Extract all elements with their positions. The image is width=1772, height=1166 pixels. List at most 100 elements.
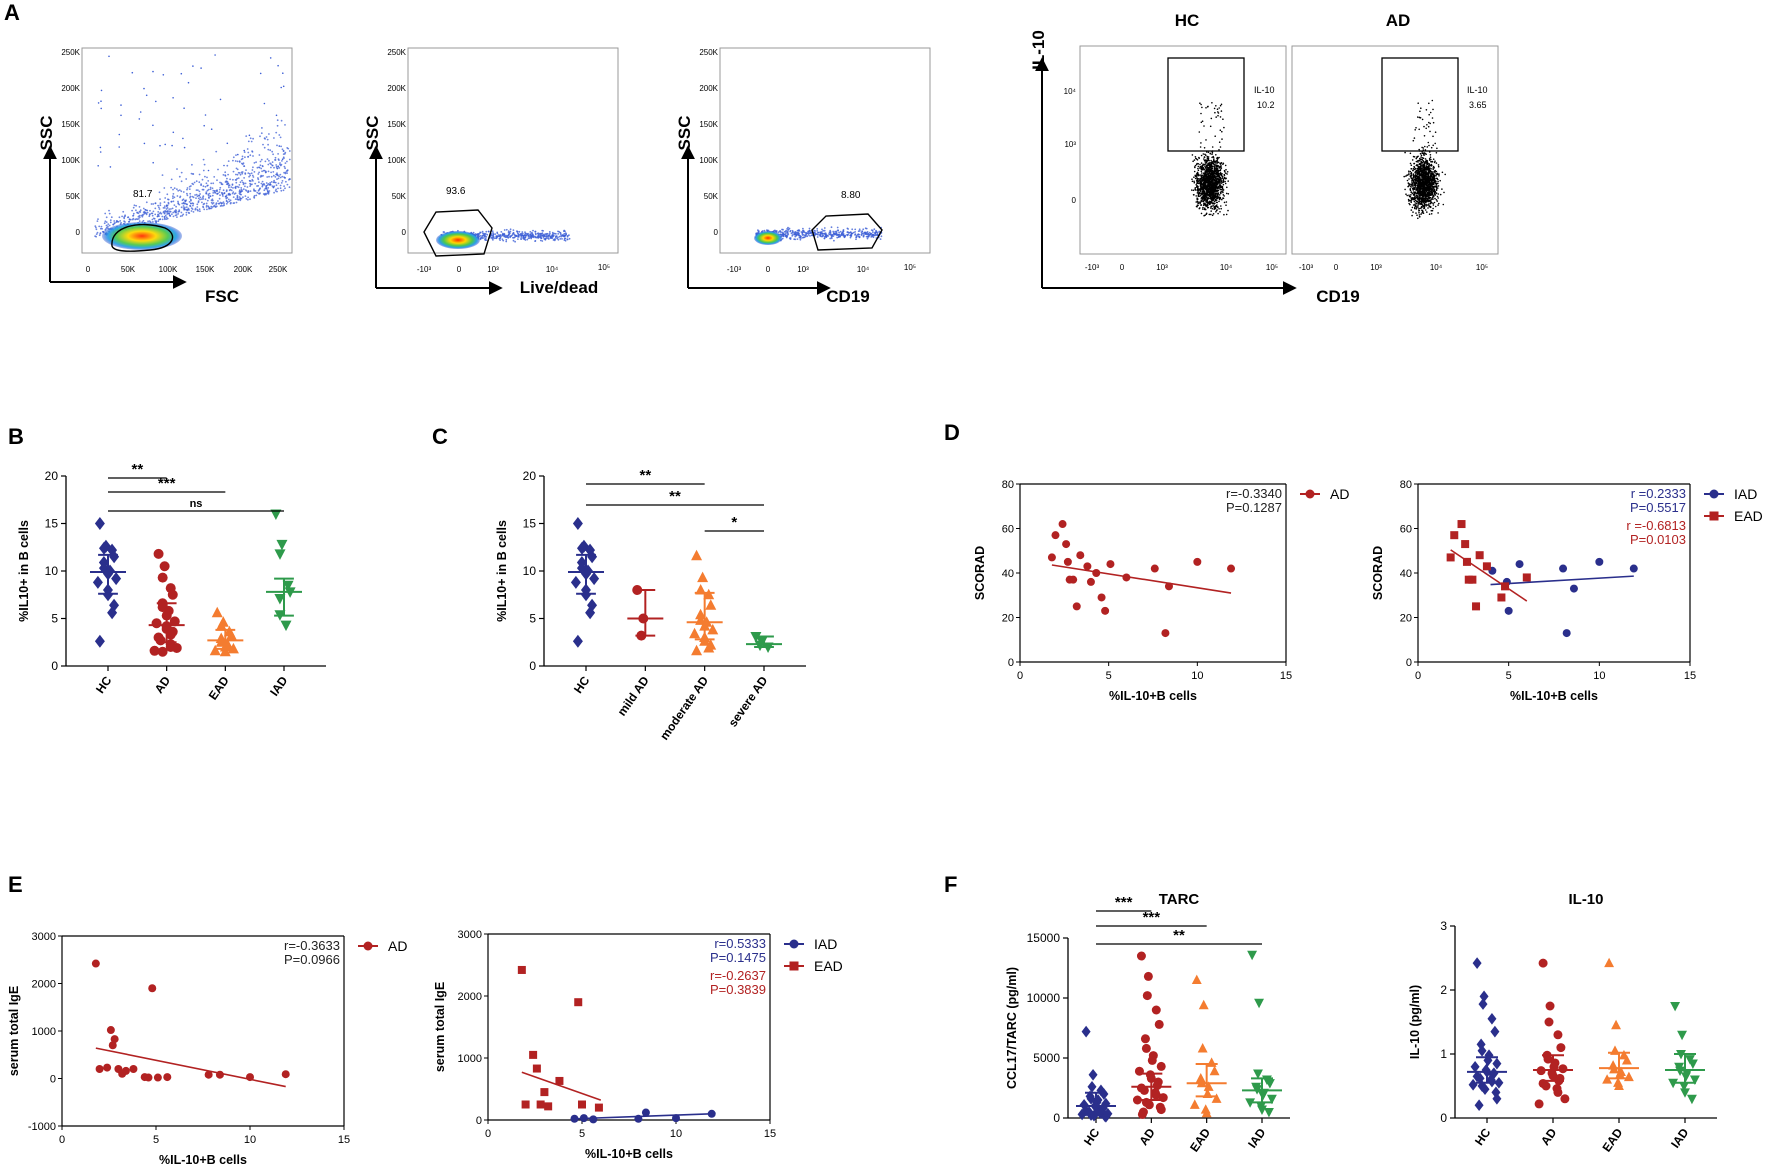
y-tick-label: 20 <box>1002 613 1014 625</box>
data-point <box>280 620 292 632</box>
y-tick-label: 2000 <box>458 991 482 1003</box>
data-point <box>1595 557 1604 566</box>
axis-label-fsc: FSC <box>205 287 239 306</box>
y-axis-label: serum total IgE <box>7 986 21 1076</box>
x-tick-label: 0 <box>1017 670 1023 682</box>
x-tick-label: 5 <box>1506 670 1512 682</box>
data-point <box>157 646 168 657</box>
svg-text:10³: 10³ <box>487 265 499 274</box>
data-point <box>1623 1071 1634 1082</box>
data-point <box>1245 1098 1256 1108</box>
svg-text:-10³: -10³ <box>727 265 742 274</box>
data-point <box>1487 1012 1497 1025</box>
y-tick-label: 10000 <box>1027 991 1061 1005</box>
y-tick-label: 0 <box>476 1115 482 1127</box>
panel-letter-d: D <box>944 420 960 445</box>
data-point <box>1156 1061 1166 1071</box>
data-point <box>109 550 120 564</box>
x-tick-label: 15 <box>338 1134 350 1146</box>
stat-p: P=0.1475 <box>710 950 766 965</box>
data-point <box>94 634 105 648</box>
svg-text:-10³: -10³ <box>417 265 432 274</box>
chart-title: IL-10 <box>1568 891 1603 908</box>
data-point <box>1515 560 1524 569</box>
data-point <box>1472 602 1481 611</box>
y-tick-label: 0 <box>1008 657 1014 669</box>
data-point <box>1086 577 1095 586</box>
y-axis-label: %IL10+ in B cells <box>495 520 509 622</box>
data-point <box>1446 553 1455 562</box>
x-axis-label: %IL-10+B cells <box>1109 689 1197 703</box>
significance-label: * <box>731 514 737 531</box>
x-tick-label: AD <box>1538 1125 1560 1148</box>
y-tick-label: 5 <box>51 612 58 626</box>
data-point <box>1468 575 1477 584</box>
data-point <box>1264 1107 1274 1118</box>
x-tick-label: 10 <box>1191 670 1203 682</box>
data-point <box>1484 1049 1494 1062</box>
gate-outline <box>811 213 883 251</box>
data-point <box>1264 1079 1275 1089</box>
data-point <box>1560 1094 1570 1104</box>
y-axis-label: SCORAD <box>973 546 987 600</box>
data-point <box>707 623 719 635</box>
legend-label: IAD <box>814 936 837 952</box>
data-point <box>1132 1095 1142 1105</box>
data-point <box>225 629 237 641</box>
data-point <box>1083 562 1092 571</box>
axis-label-ssc: SSC <box>37 116 56 151</box>
x-tick-label: 15 <box>1684 670 1696 682</box>
x-tick-label: 0 <box>1415 670 1421 682</box>
data-point <box>1687 1094 1697 1105</box>
data-point <box>555 1076 564 1085</box>
data-point <box>1211 1093 1222 1103</box>
fit-line <box>1490 575 1634 586</box>
y-tick-label: 3000 <box>32 931 56 943</box>
data-point <box>1101 1110 1111 1123</box>
data-point <box>103 1063 112 1072</box>
data-point <box>1472 957 1482 969</box>
chart-d2-scorad-iad-ead: 0 20 40 60 80 0 5 10 15 SCORAD %IL-10+B cells IAD EA… <box>1371 479 1763 703</box>
hc-il10-gate <box>1167 57 1245 152</box>
flow-xtick: 0 <box>86 265 91 274</box>
x-tick-label: EAD <box>206 673 232 702</box>
data-point <box>215 620 227 631</box>
flow-ytick: 200K <box>699 84 718 93</box>
x-tick-label: 15 <box>1280 670 1292 682</box>
svg-text:10⁵: 10⁵ <box>598 263 610 272</box>
data-point <box>1680 1088 1690 1098</box>
data-point <box>1191 974 1202 985</box>
data-point <box>1257 1105 1267 1115</box>
flow2-xticks: -10³ 0 10³ 10⁴ 10⁵ <box>417 263 610 274</box>
flow-ytick: 0 <box>76 228 81 237</box>
data-point <box>1478 998 1488 1010</box>
data-point <box>1450 531 1459 540</box>
data-point <box>94 517 105 530</box>
data-point <box>1534 1099 1544 1109</box>
stat-p: P=0.0103 <box>1630 532 1686 547</box>
data-point <box>1559 564 1568 573</box>
stat-r: r =-0.6813 <box>1626 518 1686 533</box>
y-tick-label: 60 <box>1400 524 1412 536</box>
data-point <box>1470 1060 1480 1073</box>
x-tick-label: HC <box>571 673 593 696</box>
flow-ytick: 200K <box>387 84 406 93</box>
gate-value-8-80: 8.80 <box>841 190 861 201</box>
y-tick-label: 10 <box>45 564 59 578</box>
data-point <box>1541 1081 1551 1091</box>
legend-label: EAD <box>814 958 843 974</box>
x-tick-label: moderate AD <box>657 673 711 742</box>
hc-dot-cloud <box>1191 102 1230 217</box>
data-point <box>121 1066 130 1075</box>
panel-letter-c: C <box>432 424 448 449</box>
x-axis-label: %IL-10+B cells <box>1510 689 1598 703</box>
axis-label-il10: IL-10 <box>1029 30 1048 70</box>
data-point <box>1161 629 1170 638</box>
y-tick-label: 15 <box>45 517 59 531</box>
data-point <box>641 1108 650 1117</box>
svg-text:10⁴: 10⁴ <box>546 265 559 274</box>
data-point <box>1468 1078 1478 1091</box>
data-point <box>111 572 122 586</box>
data-point <box>1668 1078 1679 1089</box>
